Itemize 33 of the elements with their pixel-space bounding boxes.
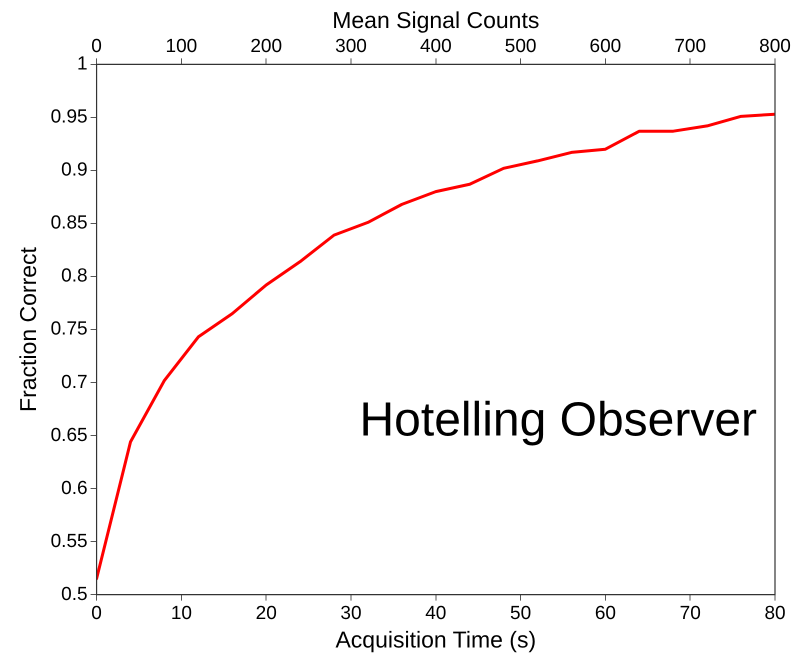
y-tick-label: 0.5 [61,584,88,605]
y-tick-label: 0.7 [61,372,88,393]
y-axis-title: Fraction Correct [15,246,42,412]
x2-tick-label: 500 [504,36,536,58]
y-tick-label: 0.8 [61,266,88,287]
x2-tick-label: 100 [166,36,198,58]
x2-tick-label: 600 [590,36,622,58]
y-tick-label: 0.65 [50,424,88,446]
y-tick-label: 0.95 [50,106,88,128]
x2-tick-label: 0 [91,36,102,58]
x-tick-label: 80 [764,603,786,624]
x2-axis-title: Mean Signal Counts [332,7,540,34]
x-tick-label: 20 [256,603,277,624]
x2-tick-label: 200 [250,36,282,58]
x-axis-title: Acquisition Time (s) [335,626,536,653]
x-tick-label: 10 [170,603,192,624]
y-tick-label: 0.9 [61,160,88,181]
y-tick-label: 0.55 [50,530,88,552]
x2-tick-label: 700 [674,36,706,58]
y-tick-label: 1 [77,54,88,75]
x-tick-label: 60 [594,603,616,624]
x-tick-label: 50 [510,603,532,624]
x-tick-label: 30 [340,603,362,624]
x2-tick-label: 400 [420,36,452,58]
y-tick-label: 0.75 [50,318,88,340]
x2-tick-label: 300 [335,36,367,58]
x-tick-label: 0 [91,603,102,624]
annotation: Hotelling Observer [360,394,758,447]
x-tick-label: 40 [425,603,446,624]
y-tick-label: 0.85 [50,212,88,234]
y-tick-label: 0.6 [61,478,88,499]
x2-tick-label: 800 [759,36,791,58]
x-tick-label: 70 [680,603,701,624]
